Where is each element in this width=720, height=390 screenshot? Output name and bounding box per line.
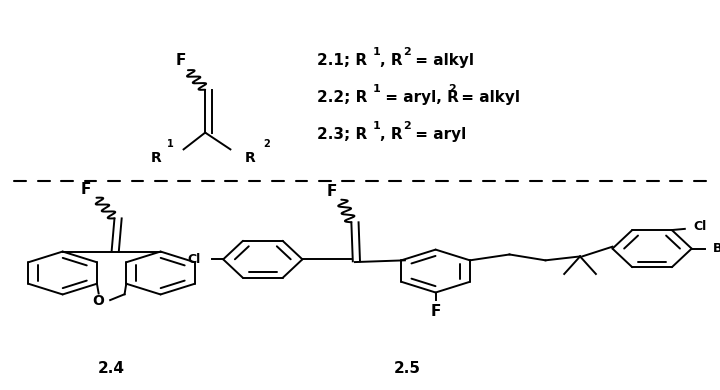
Text: = aryl: = aryl (410, 127, 467, 142)
Text: 2.1; R: 2.1; R (317, 53, 367, 68)
Text: , R: , R (380, 127, 402, 142)
Text: Cl: Cl (693, 220, 707, 234)
Text: 2: 2 (263, 139, 269, 149)
Text: 2: 2 (403, 121, 411, 131)
Text: 2.5: 2.5 (393, 361, 420, 376)
Text: = aryl, R: = aryl, R (380, 90, 459, 105)
Text: 1: 1 (167, 139, 174, 149)
Text: 2: 2 (403, 47, 411, 57)
Text: , R: , R (380, 53, 402, 68)
Text: 2.4: 2.4 (98, 361, 125, 376)
Text: O: O (93, 294, 104, 308)
Text: R: R (151, 151, 162, 165)
Text: 2.2; R: 2.2; R (317, 90, 367, 105)
Text: 2.3; R: 2.3; R (317, 127, 367, 142)
Text: Br: Br (714, 242, 720, 255)
Text: F: F (81, 182, 91, 197)
Text: = alkyl: = alkyl (410, 53, 474, 68)
Text: = alkyl: = alkyl (456, 90, 520, 105)
Text: F: F (431, 304, 441, 319)
Text: 1: 1 (373, 47, 381, 57)
Text: 2: 2 (449, 84, 456, 94)
Text: Cl: Cl (187, 253, 200, 266)
Text: 1: 1 (373, 121, 381, 131)
Text: 1: 1 (373, 84, 381, 94)
Text: F: F (176, 53, 186, 68)
Text: F: F (327, 184, 337, 199)
Text: R: R (245, 151, 256, 165)
